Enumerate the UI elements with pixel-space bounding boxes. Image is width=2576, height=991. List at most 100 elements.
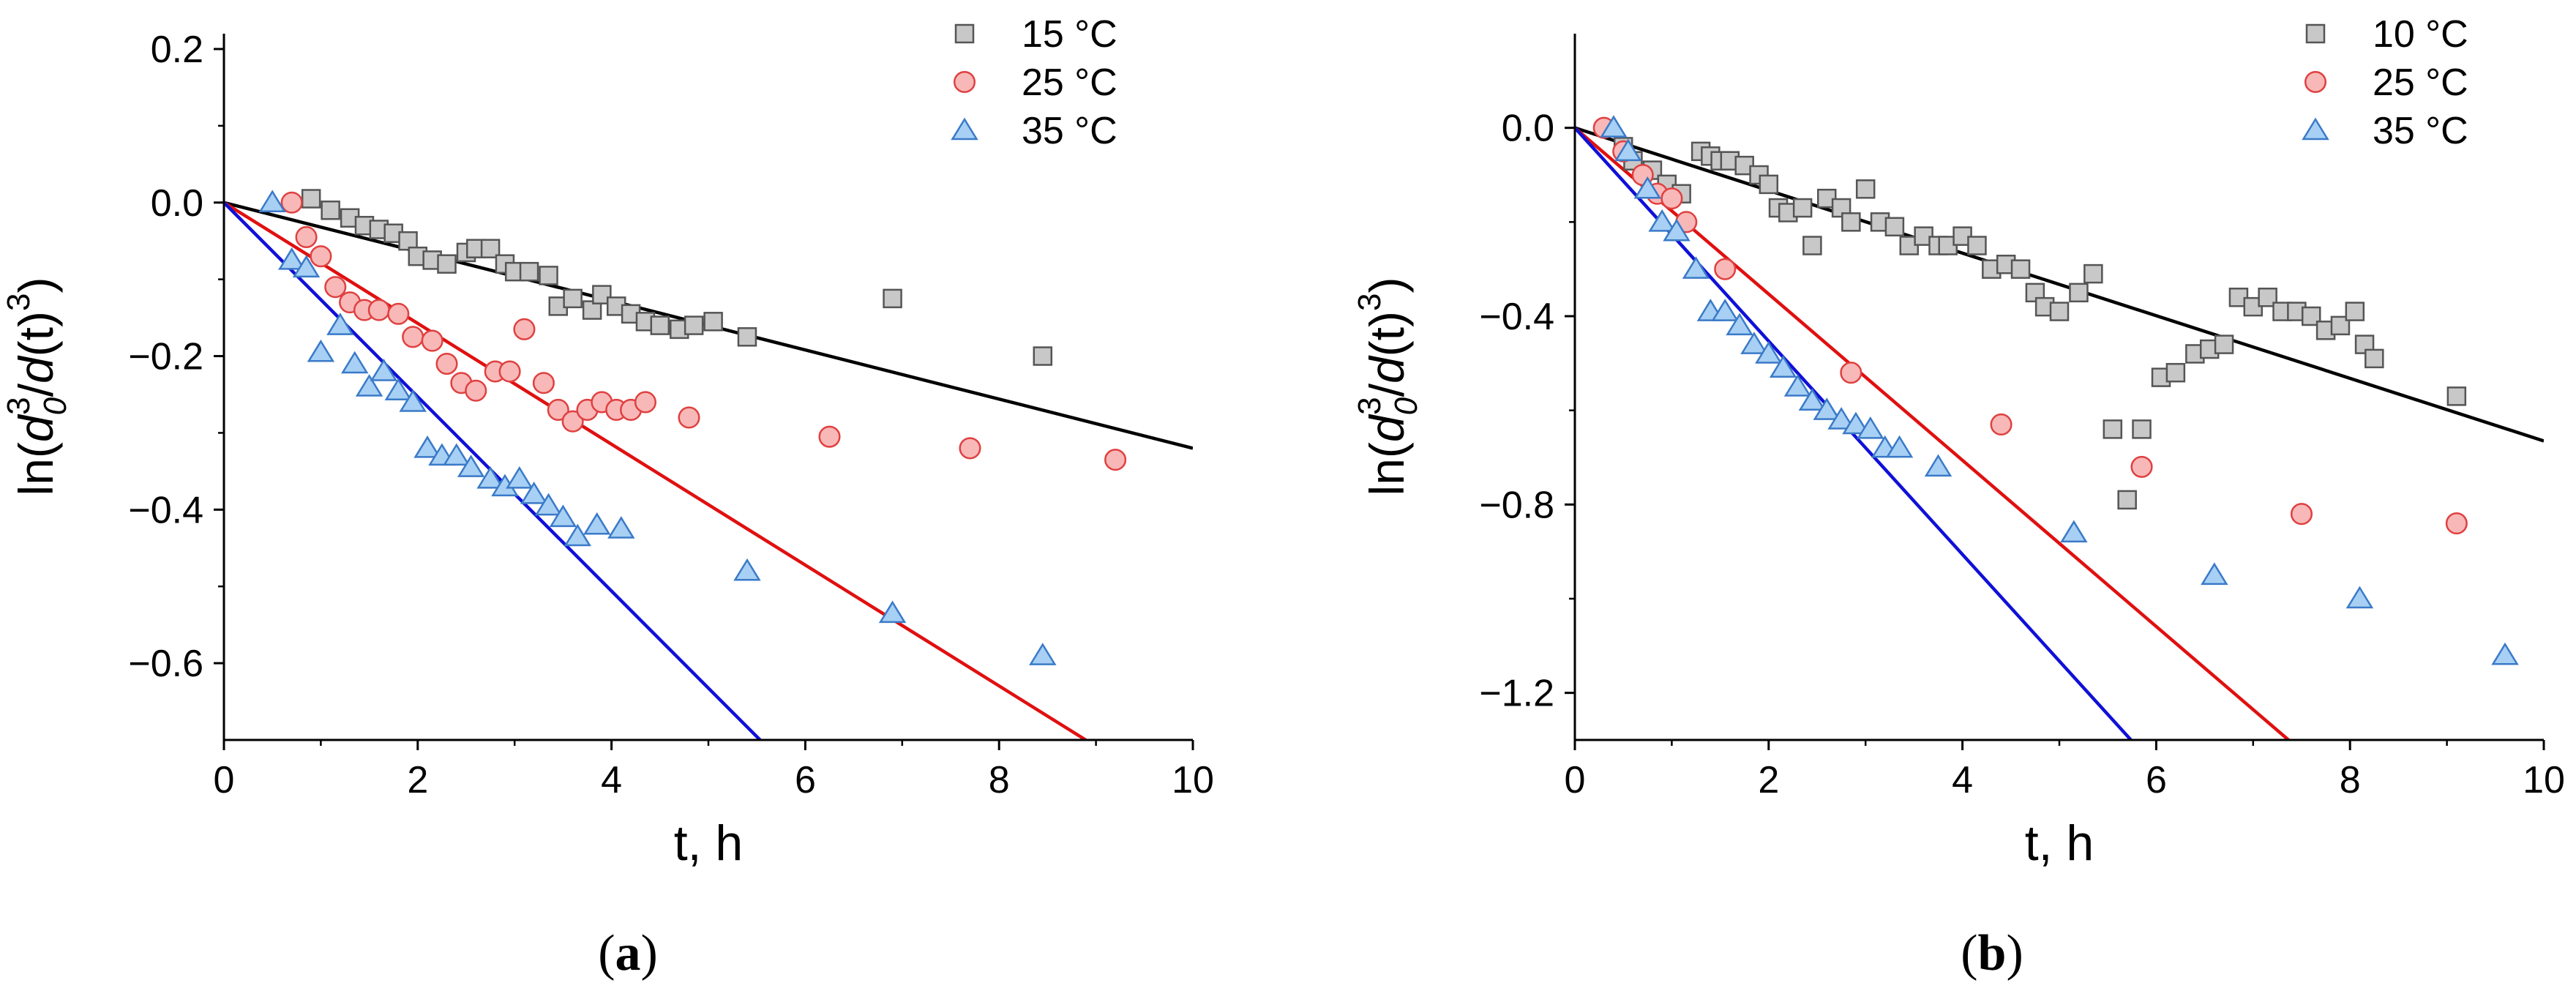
data-point-triangle — [307, 339, 335, 362]
data-point-square — [2165, 362, 2186, 383]
data-point-square — [519, 261, 539, 282]
data-point-circle — [324, 276, 347, 299]
data-point-triangle — [583, 512, 611, 535]
data-point-square — [1855, 179, 1876, 199]
data-point-square — [606, 296, 626, 316]
data-point-square — [2069, 283, 2089, 303]
y-tick-label: 0.0 — [151, 182, 203, 225]
x-axis-label: t, h — [674, 815, 744, 871]
data-point-circle — [2290, 503, 2313, 526]
data-point-circle — [959, 437, 981, 460]
panel-a: 0 2 4 6 8 100.20.0−0.2−0.4−0.6 ln(d03/d(t)3) … — [1, 13, 1214, 981]
data-point-circle — [513, 318, 536, 340]
data-point-square — [2446, 386, 2467, 406]
y-tick-label: −0.8 — [1479, 484, 1554, 526]
data-point-triangle — [1029, 643, 1057, 665]
data-point-square — [1759, 174, 1779, 195]
data-point-triangle — [564, 523, 591, 547]
data-point-triangle — [2345, 586, 2374, 609]
data-point-triangle — [399, 389, 427, 412]
data-point-circle — [1990, 413, 2012, 436]
x-tick-label: 8 — [989, 759, 1010, 801]
data-point-circle — [818, 425, 841, 448]
fit-line-10C — [1575, 126, 2544, 443]
x-tick-label: 0 — [214, 759, 235, 801]
panel-b: 0 2 4 6 8 10 0.0 −0.4 −0.8 −1.2 ln(d03/d(t)3) t, … — [1352, 13, 2565, 981]
data-point-triangle — [457, 455, 485, 477]
data-point-circle — [1104, 449, 1127, 471]
y-axis-label: ln(d03/d(t)3) — [1352, 277, 1424, 496]
x-tick-label: 10 — [1172, 759, 1214, 801]
data-point-triangle — [341, 351, 369, 374]
legend-label: 35 °C — [1022, 110, 1117, 152]
legend-marker-square — [954, 23, 975, 44]
svg-text:ln(d03/d(t)3): ln(d03/d(t)3) — [1352, 277, 1424, 496]
legend-marker-square — [2305, 23, 2326, 44]
legend-label: 25 °C — [1022, 61, 1117, 104]
data-points — [258, 189, 1127, 665]
data-point-triangle — [1769, 355, 1797, 378]
data-point-triangle — [2491, 642, 2519, 665]
data-point-circle — [678, 406, 700, 429]
x-tick-label: 2 — [1758, 759, 1779, 801]
data-point-square — [2010, 259, 2031, 279]
data-point-triangle — [355, 374, 383, 397]
x-tick-label: 4 — [1952, 759, 1973, 801]
data-point-square — [1033, 346, 1053, 366]
y-tick-label: −0.4 — [1479, 296, 1554, 338]
y-tick-label: −0.6 — [128, 643, 203, 685]
data-point-triangle — [1813, 397, 1841, 420]
data-point-triangle — [370, 359, 398, 381]
data-point-circle — [1714, 258, 1737, 280]
data-point-triangle — [1783, 374, 1812, 397]
x-tick-label: 10 — [2523, 759, 2565, 801]
data-point-circle — [367, 299, 390, 321]
data-point-square — [684, 315, 704, 335]
data-point-square — [437, 254, 457, 274]
data-point-square — [539, 266, 558, 285]
data-point-triangle — [1711, 299, 1739, 321]
data-point-circle — [634, 391, 656, 414]
axes: 0 2 4 6 8 10 0.2 0.0 −0.2 −0.4 −0.6 — [128, 29, 1214, 801]
data-point-square — [2365, 348, 2384, 369]
data-point-circle — [1840, 362, 1862, 384]
data-point-square — [1792, 198, 1813, 218]
data-point-triangle — [549, 504, 577, 528]
data-point-square — [1802, 236, 1822, 255]
data-point-circle — [2445, 512, 2468, 535]
data-point-square — [1884, 217, 1905, 237]
data-point-triangle — [878, 600, 907, 624]
data-point-square — [2214, 334, 2234, 354]
data-point-triangle — [1682, 256, 1710, 279]
data-point-square — [1899, 236, 1920, 255]
data-point-circle — [1660, 187, 1683, 210]
data-point-triangle — [1798, 388, 1827, 411]
data-point-triangle — [2201, 562, 2228, 586]
data-point-square — [2083, 263, 2103, 284]
legend-marker-circle — [2304, 70, 2327, 94]
data-point-square — [2103, 419, 2123, 439]
y-tick-label: −0.2 — [128, 336, 203, 378]
data-point-square — [1967, 236, 1987, 255]
legend-label: 35 °C — [2373, 110, 2468, 152]
data-point-triangle — [534, 493, 563, 516]
x-axis-label: t, h — [2025, 815, 2094, 871]
x-tick-label: 6 — [795, 759, 816, 801]
data-point-triangle — [443, 443, 471, 466]
svg-text:ln(d03/d(t)3): ln(d03/d(t)3) — [1, 277, 73, 496]
data-point-square — [2345, 302, 2365, 321]
data-point-triangle — [384, 378, 413, 400]
data-point-square — [2049, 302, 2070, 321]
panel-label: (a) — [598, 925, 658, 981]
data-point-circle — [435, 352, 458, 375]
x-tick-label: 4 — [601, 759, 622, 801]
x-tick-label: 8 — [2340, 759, 2361, 801]
x-tick-label: 2 — [407, 759, 428, 801]
data-point-circle — [402, 326, 424, 348]
data-point-square — [2132, 419, 2152, 439]
y-tick-label: 0.2 — [151, 29, 203, 71]
data-points — [1592, 115, 2519, 665]
data-point-square — [321, 201, 340, 220]
fit-line-25C — [224, 201, 1087, 740]
data-point-triangle — [258, 190, 286, 213]
